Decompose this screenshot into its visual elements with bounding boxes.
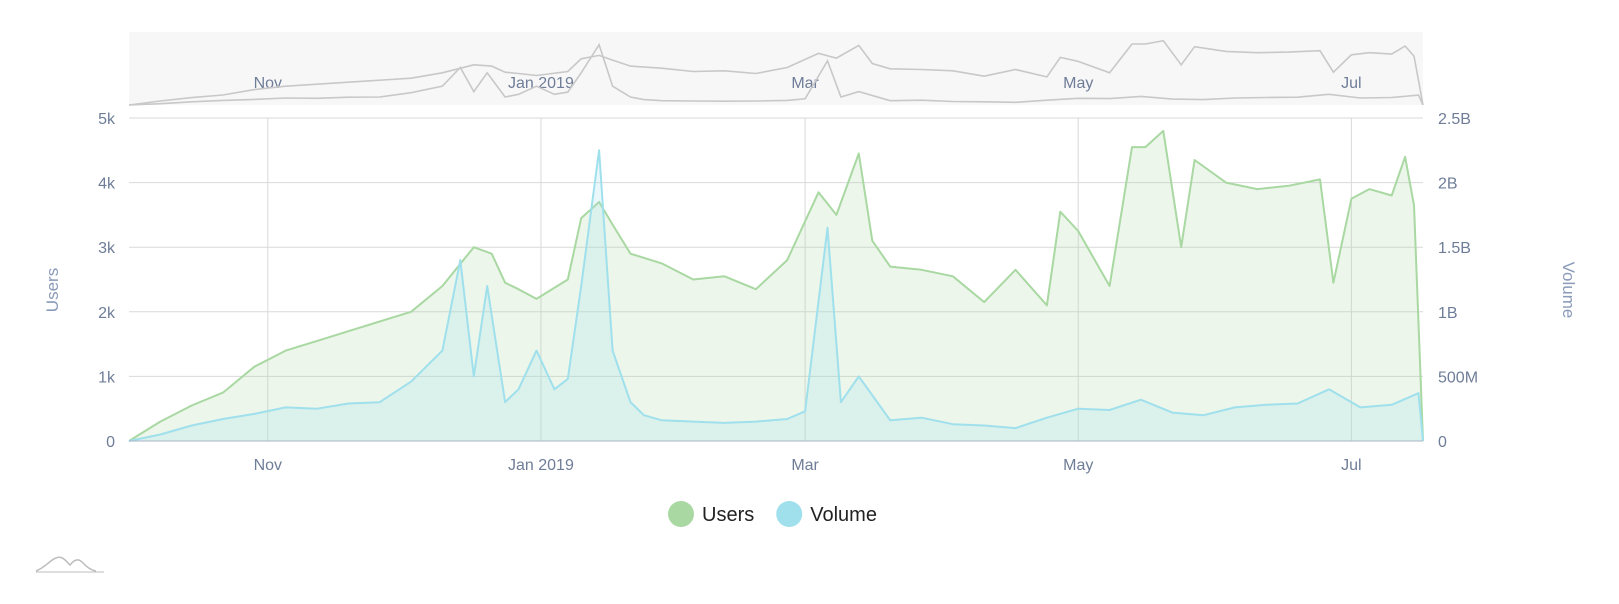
y-right-tick-label: 500M [1438, 369, 1478, 386]
navigator-volume-line [128, 42, 1424, 106]
x-tick-label: May [1063, 457, 1093, 474]
y-right-tick-label: 1.5B [1438, 240, 1471, 257]
y-left-tick-label: 5k [98, 111, 116, 128]
y-axis-left-title: Users [43, 268, 62, 312]
y-left-tick-label: 0 [106, 434, 115, 451]
y-right-tick-label: 0 [1438, 434, 1447, 451]
watermark-mountain-icon [35, 556, 97, 572]
watermark-logo [35, 556, 104, 573]
y-left-tick-label: 1k [98, 369, 116, 386]
legend-marker-users[interactable] [668, 501, 694, 527]
y-right-tick-label: 1B [1438, 305, 1458, 322]
plot-area [128, 129, 1424, 442]
x-tick-label: Nov [254, 457, 282, 474]
y-right-tick-label: 2.5B [1438, 111, 1471, 128]
x-tick-label: Jul [1341, 457, 1361, 474]
grid [129, 117, 1423, 442]
users-area [129, 130, 1423, 441]
navigator-x-tick-label: May [1063, 75, 1093, 92]
users-line[interactable] [128, 129, 1424, 442]
navigator-background[interactable] [129, 32, 1423, 105]
navigator-x-tick-label: Jul [1341, 75, 1361, 92]
y-axis-right-title: Volume [1559, 262, 1578, 319]
y-left-tick-label: 3k [98, 240, 116, 257]
y-left-tick-label: 2k [98, 305, 116, 322]
x-tick-label: Jan 2019 [508, 457, 574, 474]
navigator-users-line [128, 39, 1424, 106]
volume-area [129, 150, 1423, 442]
legend-label-volume[interactable]: Volume [810, 504, 877, 526]
navigator[interactable]: Nov Jan 2019 Mar May Jul [128, 32, 1424, 106]
legend: Users Volume [668, 501, 877, 527]
navigator-x-tick-label: Mar [791, 75, 819, 92]
legend-label-users[interactable]: Users [702, 504, 754, 526]
axes: Nov Jan 2019 Mar May Jul 0 1k 2k 3k 4k 5k 0 500M 1B 1.… [98, 111, 1478, 474]
y-left-tick-label: 4k [98, 176, 116, 193]
navigator-x-tick-label: Jan 2019 [508, 75, 574, 92]
x-tick-label: Mar [791, 457, 819, 474]
legend-marker-volume[interactable] [776, 501, 803, 527]
volume-line[interactable] [128, 149, 1424, 442]
y-right-tick-label: 2B [1438, 176, 1458, 193]
